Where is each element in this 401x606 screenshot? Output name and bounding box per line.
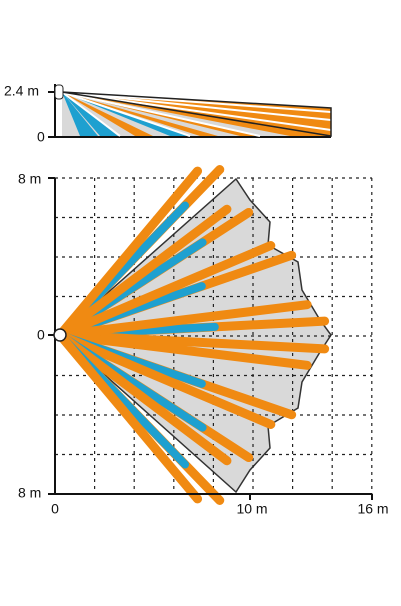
x-label: 0 bbox=[51, 501, 59, 517]
x-label: 10 m bbox=[236, 501, 267, 517]
side-y-label: 2.4 m bbox=[4, 83, 39, 99]
sensor bbox=[54, 84, 64, 100]
y-label: 8 m bbox=[18, 485, 41, 501]
side-beam bbox=[62, 92, 153, 136]
side-gap bbox=[61, 91, 191, 137]
side-gap bbox=[61, 91, 332, 131]
beam bbox=[55, 330, 232, 466]
side-gap bbox=[61, 91, 332, 121]
side-y-label: 0 bbox=[37, 129, 45, 145]
beam bbox=[55, 300, 312, 340]
side-outline bbox=[61, 91, 332, 137]
beam bbox=[55, 330, 312, 370]
y-label: 8 m bbox=[18, 171, 41, 187]
y-label: 0 bbox=[37, 327, 45, 343]
beam bbox=[55, 241, 276, 340]
beam bbox=[55, 204, 232, 340]
side-gap bbox=[61, 91, 121, 137]
side-gap bbox=[61, 91, 261, 137]
beam bbox=[55, 166, 203, 340]
side-beam bbox=[62, 92, 218, 136]
beam bbox=[55, 330, 203, 504]
x-label: 16 m bbox=[357, 501, 388, 517]
side-view: 2.4 m 0 bbox=[4, 83, 332, 145]
sensor bbox=[53, 328, 67, 342]
beams bbox=[55, 165, 330, 505]
top-axes: 8 m 0 8 m 0 10 m 16 m bbox=[18, 171, 389, 517]
side-beam bbox=[62, 92, 98, 136]
beam bbox=[55, 330, 276, 429]
